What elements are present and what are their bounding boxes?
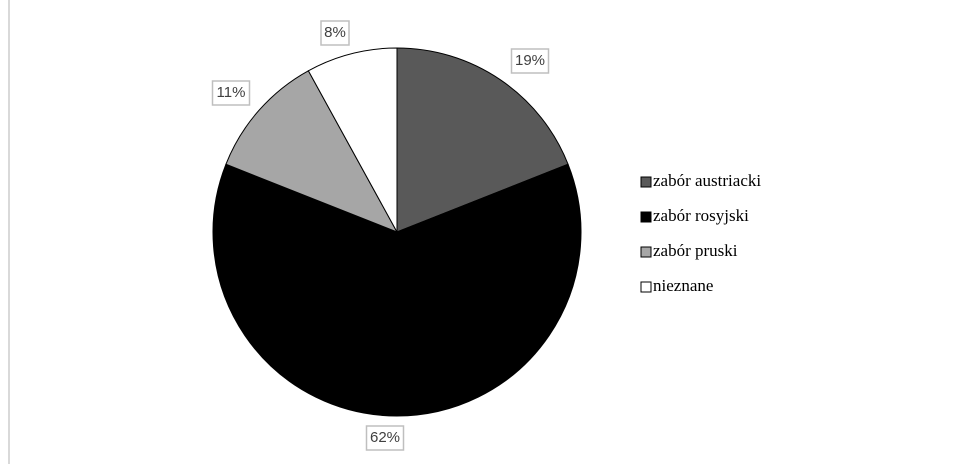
legend-item-zabór-rosyjski: zabór rosyjski — [640, 206, 749, 225]
data-label-text: 62% — [370, 429, 400, 446]
data-labels: 19% 62% 11% 8% — [211, 20, 550, 451]
left-border-line — [8, 0, 10, 464]
pie-slices — [212, 47, 582, 417]
legend-item-zabór-pruski: zabór pruski — [640, 241, 738, 260]
legend-swatch — [640, 176, 652, 188]
data-label-box — [320, 20, 350, 46]
pie-slice-nieznane — [307, 47, 398, 233]
legend-label: zabór pruski — [653, 241, 738, 260]
pie-slice-zabór-pruski — [225, 70, 399, 233]
data-label-zabór-pruski: 11% — [211, 80, 251, 106]
data-label-text: 8% — [324, 24, 346, 41]
legend-swatch — [640, 281, 652, 293]
data-label-box — [211, 80, 251, 106]
legend-label: zabór austriacki — [653, 171, 761, 190]
legend-swatch — [640, 211, 652, 223]
pie-slice-zabór-austriacki — [396, 47, 569, 233]
legend-swatch — [640, 246, 652, 258]
legend-label: nieznane — [653, 276, 713, 295]
data-label-text: 11% — [217, 84, 246, 101]
pie-slice-zabór-rosyjski — [212, 163, 582, 417]
data-label-box — [365, 425, 405, 451]
data-label-box — [510, 48, 550, 74]
data-label-zabór-rosyjski: 62% — [365, 425, 405, 451]
legend: zabór austriacki zabór rosyjski zabór prus… — [640, 171, 761, 295]
data-label-text: 19% — [515, 52, 545, 69]
legend-item-zabór-austriacki: zabór austriacki — [640, 171, 761, 190]
legend-label: zabór rosyjski — [653, 206, 749, 225]
data-label-zabór-austriacki: 19% — [510, 48, 550, 74]
data-label-nieznane: 8% — [320, 20, 350, 46]
legend-item-nieznane: nieznane — [640, 276, 713, 295]
